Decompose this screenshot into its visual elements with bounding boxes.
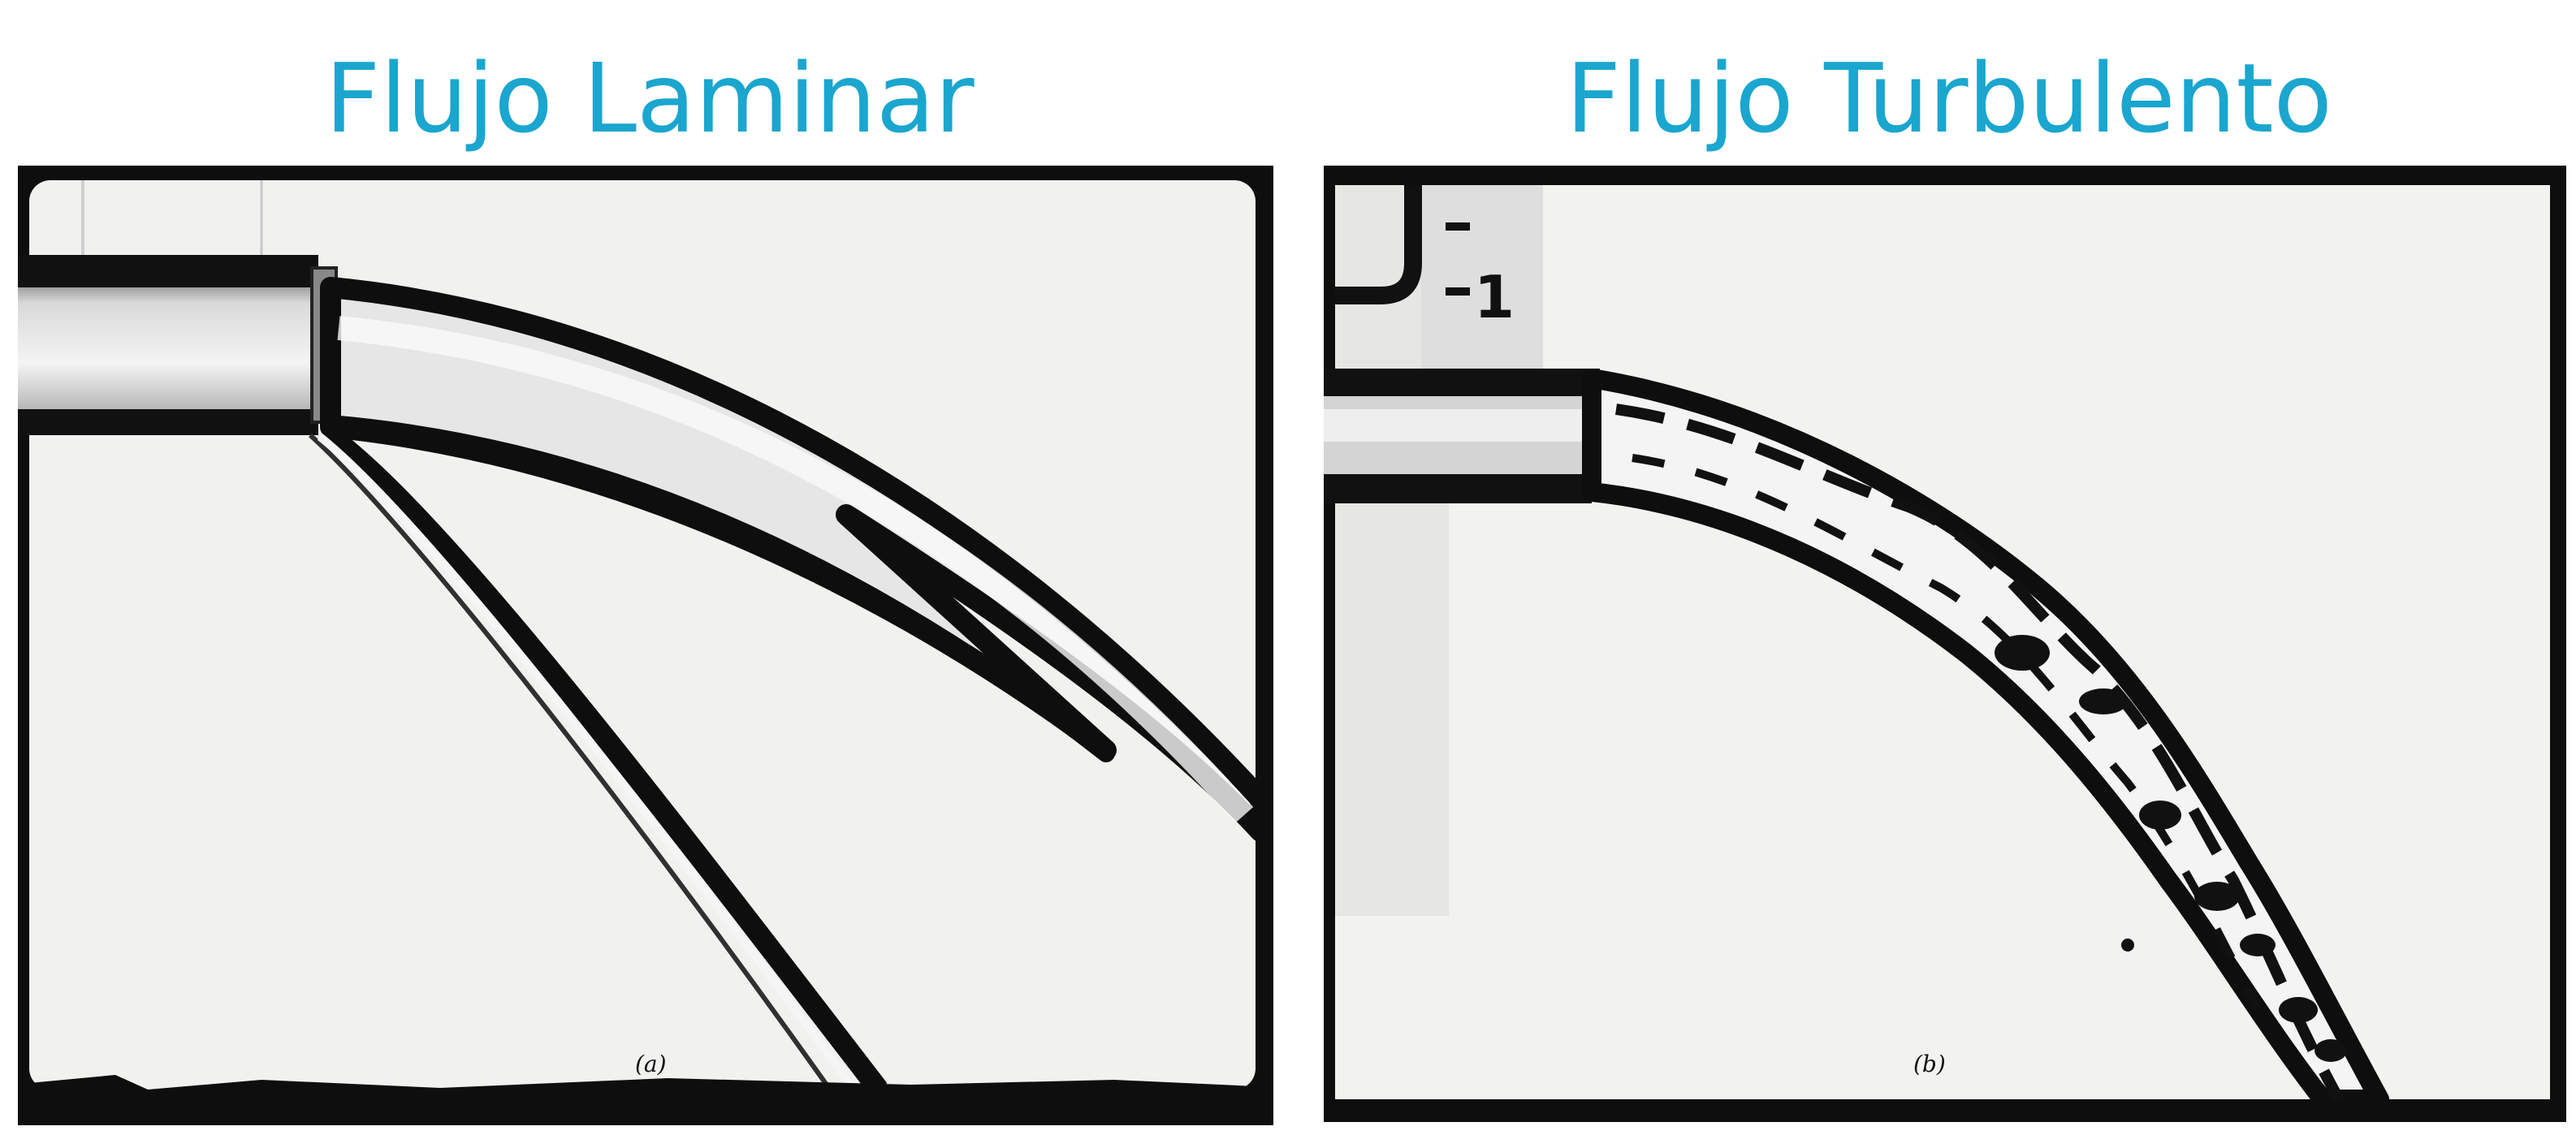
photo-bottom-edge	[18, 1075, 1256, 1125]
scale-tick	[1446, 287, 1470, 296]
laminar-flow-illustration	[18, 180, 1271, 1125]
eddy-blob	[2079, 688, 2128, 714]
pipe-bottom-wall	[1324, 474, 1592, 503]
photo-a-caption: (a)	[635, 1051, 667, 1077]
photo-bottom-edge	[1324, 1099, 2566, 1122]
eddy-blob	[2279, 997, 2318, 1023]
scale-bracket	[1335, 185, 1422, 304]
laminar-flow-title: Flujo Laminar	[325, 42, 975, 154]
falling-stream	[320, 425, 888, 1096]
eddy-line	[1632, 454, 2262, 1012]
eddy-blob	[2139, 801, 2181, 830]
eddy-blob	[2315, 1039, 2347, 1062]
pipe-top-wall	[18, 255, 318, 287]
pipe-highlight	[1324, 409, 1592, 442]
scale-tick	[1446, 222, 1470, 231]
scale-panel-tab	[1421, 185, 1543, 388]
laminar-flow-photo: (a)	[18, 166, 1273, 1125]
turbulent-flow-title: Flujo Turbulento	[1566, 42, 2332, 154]
eddy-blob	[1995, 635, 2050, 671]
pipe-bottom-wall	[18, 409, 318, 435]
speck	[2121, 939, 2134, 952]
pipe-body	[18, 260, 318, 432]
falling-stream-edge	[308, 433, 832, 1091]
falling-stream-highlight	[317, 434, 858, 1092]
jet-inner-edge	[322, 415, 1115, 762]
turbulent-flow-illustration	[1324, 185, 2566, 1122]
jet-highlight	[337, 316, 1254, 823]
turbulent-flow-photo: 1 (b)	[1324, 166, 2566, 1122]
eddy-blob	[2240, 934, 2276, 956]
eddy-blob	[2194, 882, 2240, 911]
photo-b-caption: (b)	[1913, 1051, 1946, 1077]
scale-mark-label: 1	[1474, 263, 1515, 331]
pipe-top-wall	[1324, 369, 1600, 396]
